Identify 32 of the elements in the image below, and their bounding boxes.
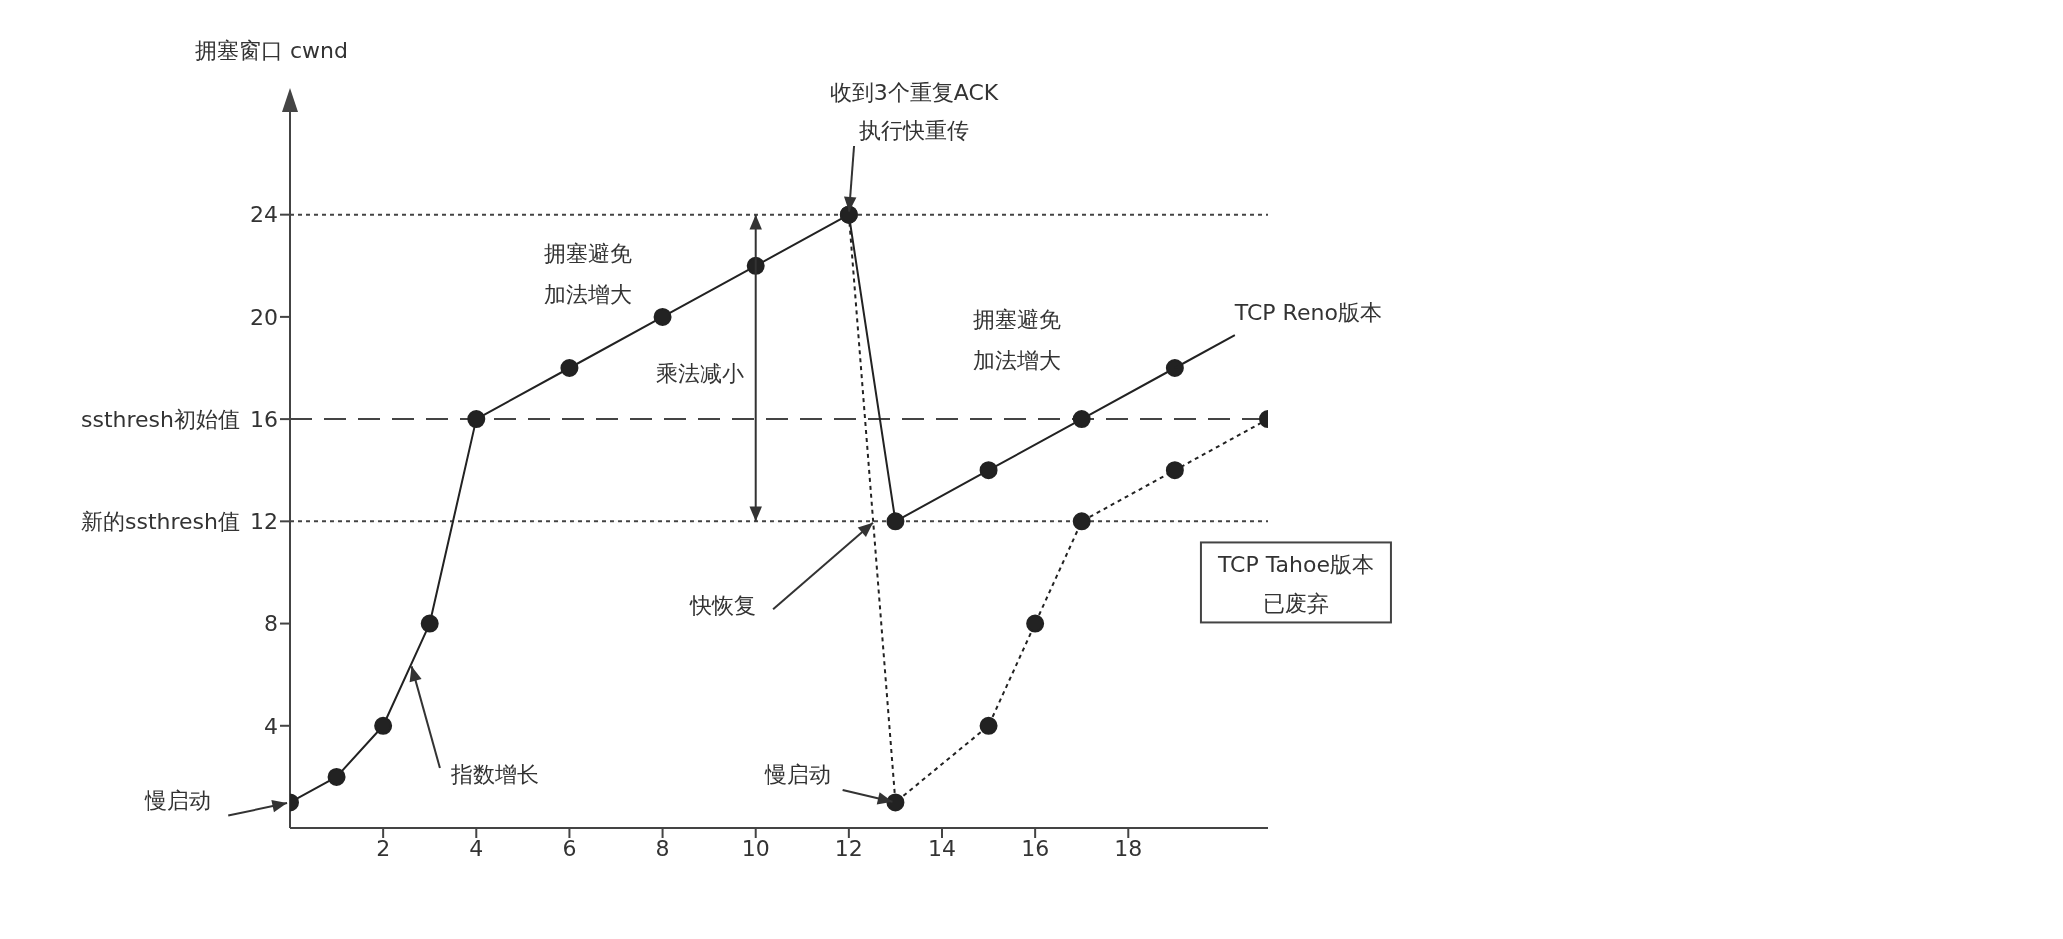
annotation: 执行快重传: [859, 118, 970, 143]
y-tick-label: 20: [250, 304, 278, 330]
x-tick-label: 10: [741, 835, 770, 861]
y-tick-label: 4: [264, 713, 278, 739]
annotation: 拥塞避免: [972, 307, 1061, 333]
y-tick-label: 24: [250, 202, 278, 228]
ref-line-label: ssthresh初始值: [81, 407, 240, 433]
x-tick-label: 8: [655, 835, 670, 861]
annotation: 拥塞避免: [544, 240, 633, 266]
x-tick-label: 14: [928, 835, 956, 861]
x-tick-label: 4: [469, 835, 484, 861]
x-tick-label: 18: [1114, 835, 1143, 861]
annotation: 快恢复: [689, 593, 757, 619]
annotation: 慢启动: [763, 762, 831, 787]
annotation: 加法增大: [972, 348, 1061, 373]
annotation: 慢启动: [144, 787, 212, 813]
annotation: TCP Tahoe版本: [1216, 552, 1374, 578]
text: 收到3个重复ACK: [829, 79, 999, 105]
x-tick-label: 12: [834, 835, 863, 861]
annotation: 已废弃: [1262, 590, 1329, 616]
x-tick-label: 16: [1021, 835, 1050, 861]
annotation: 加法增大: [544, 281, 633, 307]
y-axis-title: 拥塞窗口 cwnd: [195, 38, 348, 63]
x-tick-label: 6: [562, 835, 577, 861]
x-tick-label: 2: [376, 835, 391, 861]
y-tick-label: 8: [264, 611, 278, 637]
y-tick-label: 12: [250, 509, 278, 535]
annotation: 乘法减小: [655, 360, 744, 386]
ref-line-label: 新的ssthresh值: [81, 509, 240, 535]
annotation: 指数增长: [449, 762, 539, 787]
y-tick-label: 16: [250, 406, 278, 432]
text: TCP Reno版本: [1233, 300, 1382, 325]
